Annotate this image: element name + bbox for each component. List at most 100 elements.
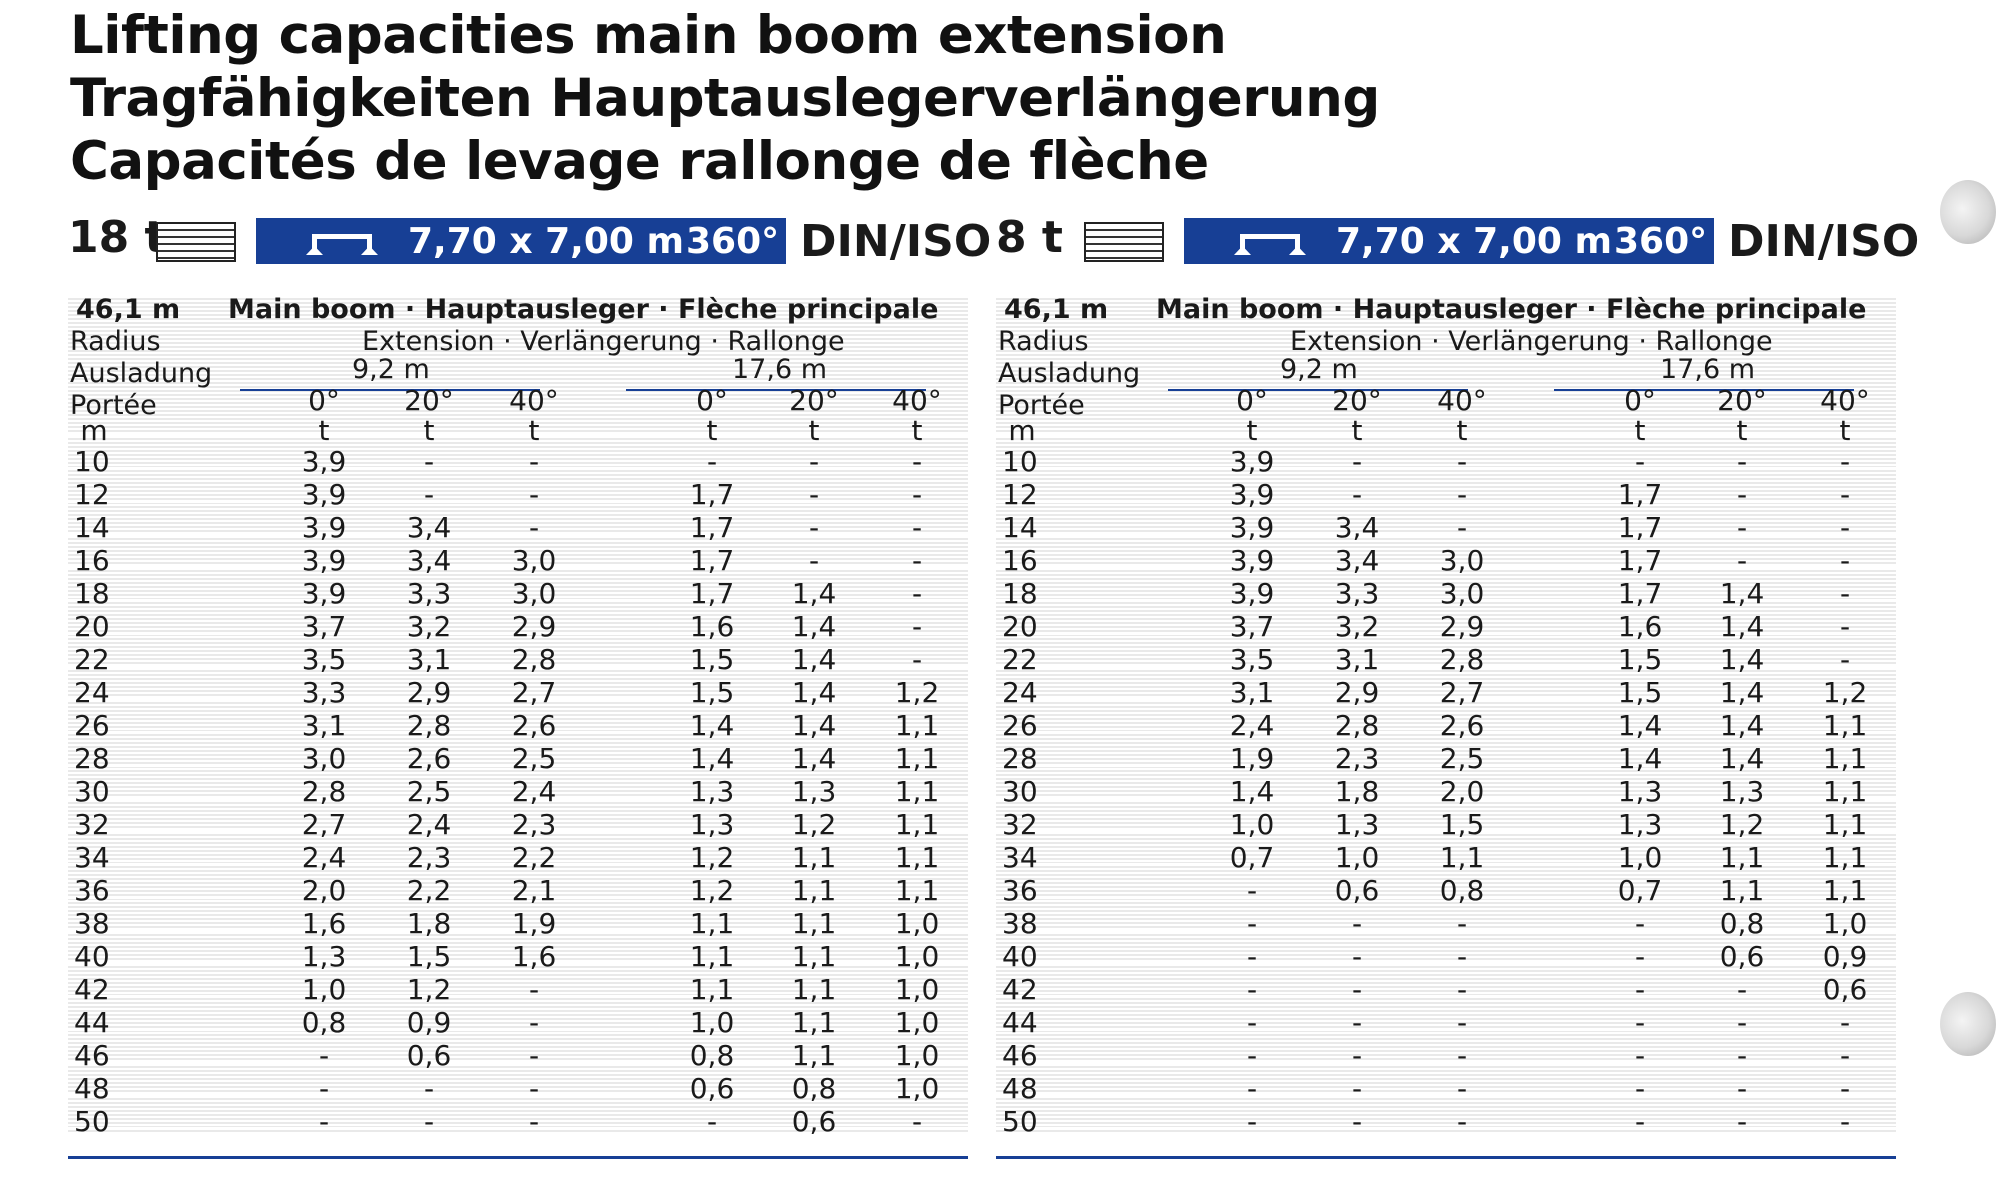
capacity-cell: 0,7 <box>1617 874 1663 907</box>
capacity-cell: - <box>1839 610 1851 643</box>
capacity-cell: 3,9 <box>1229 577 1275 610</box>
capacity-cell: 2,7 <box>511 676 557 709</box>
capacity-cell: 1,1 <box>1439 841 1485 874</box>
counterweight-label: 18 t <box>68 212 166 263</box>
capacity-cell: - <box>1456 973 1468 1006</box>
capacity-cell: - <box>1634 907 1646 940</box>
capacity-cell: 2,1 <box>511 874 557 907</box>
capacity-cell: - <box>1351 1006 1363 1039</box>
radius-cell: 38 <box>1002 907 1038 940</box>
boom-angle-header: 20° <box>1717 384 1767 417</box>
boom-angle-header: 0° <box>696 384 728 417</box>
capacity-cell: 1,7 <box>689 478 735 511</box>
capacity-unit: t <box>1839 414 1851 447</box>
capacity-cell: 0,8 <box>689 1039 735 1072</box>
capacity-cell: 1,1 <box>791 973 837 1006</box>
row-separator <box>996 731 1896 734</box>
extension-length-short: 9,2 m <box>352 354 430 385</box>
capacity-cell: 1,1 <box>1822 709 1868 742</box>
capacity-cell: 2,2 <box>511 841 557 874</box>
row-separator <box>68 731 968 734</box>
capacity-cell: 1,5 <box>1439 808 1485 841</box>
capacity-cell: - <box>1456 445 1468 478</box>
row-separator <box>996 830 1896 833</box>
row-separator <box>996 797 1896 800</box>
capacity-cell: 3,2 <box>406 610 452 643</box>
capacity-cell: 3,4 <box>406 544 452 577</box>
capacity-cell: 3,0 <box>1439 577 1485 610</box>
capacity-cell: 1,0 <box>894 940 940 973</box>
capacity-cell: 1,1 <box>689 907 735 940</box>
capacity-cell: - <box>911 511 923 544</box>
capacity-cell: - <box>1736 1072 1748 1105</box>
radius-cell: 36 <box>74 874 110 907</box>
capacity-cell: - <box>911 643 923 676</box>
capacity-cell: 1,6 <box>689 610 735 643</box>
capacity-cell: 1,3 <box>791 775 837 808</box>
radius-cell: 16 <box>74 544 110 577</box>
capacity-cell: 1,7 <box>1617 478 1663 511</box>
capacity-cell: 3,9 <box>301 445 347 478</box>
capacity-cell: 1,6 <box>511 940 557 973</box>
capacity-cell: - <box>1736 544 1748 577</box>
slewing-angle-label: 360° <box>686 221 780 262</box>
capacity-cell: 1,7 <box>1617 511 1663 544</box>
capacity-cell: - <box>1351 973 1363 1006</box>
radius-cell: 12 <box>1002 478 1038 511</box>
binder-hole-bottom <box>1940 992 1996 1056</box>
capacity-cell: 3,9 <box>1229 544 1275 577</box>
capacity-cell: 1,3 <box>1617 808 1663 841</box>
extension-length-long: 17,6 m <box>732 354 828 385</box>
row-separator <box>996 962 1896 965</box>
capacity-cell: 0,9 <box>1822 940 1868 973</box>
row-separator <box>68 1061 968 1064</box>
portee-label: Portée <box>70 390 157 421</box>
capacity-cell: 2,4 <box>511 775 557 808</box>
radius-cell: 16 <box>1002 544 1038 577</box>
boom-angle-header: 20° <box>789 384 839 417</box>
capacity-cell: - <box>1839 544 1851 577</box>
capacity-unit: t <box>1634 414 1646 447</box>
capacity-cell: 1,3 <box>689 808 735 841</box>
boom-angle-header: 40° <box>892 384 942 417</box>
capacity-cell: 1,0 <box>1229 808 1275 841</box>
radius-cell: 34 <box>1002 841 1038 874</box>
capacity-cell: - <box>1246 1039 1258 1072</box>
capacity-cell: 2,9 <box>511 610 557 643</box>
radius-cell: 50 <box>74 1105 110 1138</box>
capacity-cell: 3,9 <box>301 544 347 577</box>
capacity-cell: 0,8 <box>301 1006 347 1039</box>
capacity-table: 46,1 m Main boom · Hauptausleger · Flèche… <box>68 294 968 1196</box>
radius-cell: 24 <box>74 676 110 709</box>
capacity-cell: 1,1 <box>1822 874 1868 907</box>
row-separator <box>68 797 968 800</box>
capacity-cell: 1,5 <box>406 940 452 973</box>
title-english: Lifting capacities main boom extension <box>70 5 1227 66</box>
capacity-cell: - <box>1246 874 1258 907</box>
capacity-cell: 1,1 <box>791 940 837 973</box>
capacity-cell: 3,0 <box>1439 544 1485 577</box>
radius-cell: 46 <box>74 1039 110 1072</box>
capacity-cell: 3,9 <box>301 478 347 511</box>
capacity-cell: 2,0 <box>301 874 347 907</box>
capacity-cell: 3,5 <box>301 643 347 676</box>
capacity-unit: t <box>1736 414 1748 447</box>
capacity-unit: t <box>423 414 435 447</box>
capacity-cell: - <box>1839 643 1851 676</box>
capacity-cell: - <box>318 1039 330 1072</box>
radius-cell: 22 <box>1002 643 1038 676</box>
capacity-cell: 1,0 <box>894 973 940 1006</box>
capacity-cell: 0,9 <box>406 1006 452 1039</box>
capacity-cell: 1,2 <box>689 841 735 874</box>
capacity-cell: 1,4 <box>791 676 837 709</box>
capacity-panel-8t: 8 t 7,70 x 7,00 m 360° DIN/ISO 46,1 m Main bo… <box>996 210 1919 1196</box>
capacity-cell: 1,9 <box>511 907 557 940</box>
capacity-cell: 1,4 <box>1719 676 1765 709</box>
capacity-cell: 2,8 <box>1334 709 1380 742</box>
capacity-cell: - <box>1351 940 1363 973</box>
capacity-cell: 3,9 <box>1229 478 1275 511</box>
row-separator <box>996 1094 1896 1097</box>
row-separator <box>68 1160 968 1163</box>
capacity-cell: 1,7 <box>1617 577 1663 610</box>
capacity-cell: - <box>1246 973 1258 1006</box>
